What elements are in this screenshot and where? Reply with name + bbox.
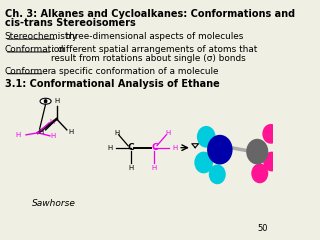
Text: H: H: [50, 119, 55, 125]
Circle shape: [246, 139, 268, 164]
Circle shape: [197, 126, 216, 148]
Text: result from rotations about single (σ) bonds: result from rotations about single (σ) b…: [51, 54, 245, 63]
Text: Stereochemistry: Stereochemistry: [5, 32, 78, 41]
Text: H: H: [68, 129, 74, 135]
Circle shape: [263, 152, 280, 171]
Text: : different spatial arrangements of atoms that: : different spatial arrangements of atom…: [52, 45, 258, 54]
Circle shape: [262, 124, 279, 144]
Text: H: H: [128, 165, 133, 171]
Text: H: H: [16, 132, 21, 138]
Text: 50: 50: [258, 224, 268, 233]
Text: H: H: [114, 130, 120, 136]
Text: H: H: [172, 145, 178, 151]
Text: Ch. 3: Alkanes and Cycloalkanes: Conformations and: Ch. 3: Alkanes and Cycloalkanes: Conform…: [5, 9, 295, 19]
Text: H: H: [152, 165, 157, 171]
Circle shape: [207, 135, 233, 164]
Text: :  three-dimensional aspects of molecules: : three-dimensional aspects of molecules: [58, 32, 244, 41]
Circle shape: [209, 164, 226, 184]
Text: H: H: [165, 130, 171, 136]
Text: H: H: [108, 145, 113, 151]
Circle shape: [251, 163, 268, 183]
Text: Sawhorse: Sawhorse: [32, 199, 76, 208]
Text: H: H: [54, 98, 59, 104]
Circle shape: [194, 152, 213, 173]
Text: cis-trans Stereoisomers: cis-trans Stereoisomers: [5, 18, 136, 28]
Text: C: C: [151, 143, 158, 152]
Text: Conformer: Conformer: [5, 67, 52, 76]
Text: 3.1: Conformational Analysis of Ethane: 3.1: Conformational Analysis of Ethane: [5, 79, 220, 90]
Text: H: H: [39, 129, 44, 135]
Circle shape: [44, 99, 47, 103]
Text: : a specific conformation of a molecule: : a specific conformation of a molecule: [45, 67, 218, 76]
Text: C: C: [127, 143, 134, 152]
Ellipse shape: [40, 98, 51, 104]
Text: Conformation: Conformation: [5, 45, 66, 54]
Text: H: H: [51, 133, 56, 139]
